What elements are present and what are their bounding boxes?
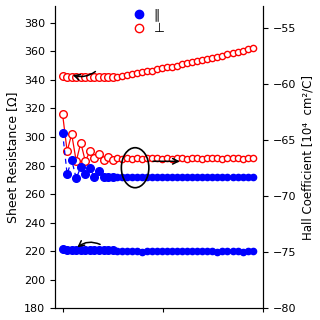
Y-axis label: Sheet Resistance [Ω]: Sheet Resistance [Ω]	[5, 91, 19, 223]
Y-axis label: Hall Coefficient [10⁴  cm²/C]: Hall Coefficient [10⁴ cm²/C]	[301, 75, 315, 239]
Legend: ∥, ⊥: ∥, ⊥	[124, 6, 167, 38]
